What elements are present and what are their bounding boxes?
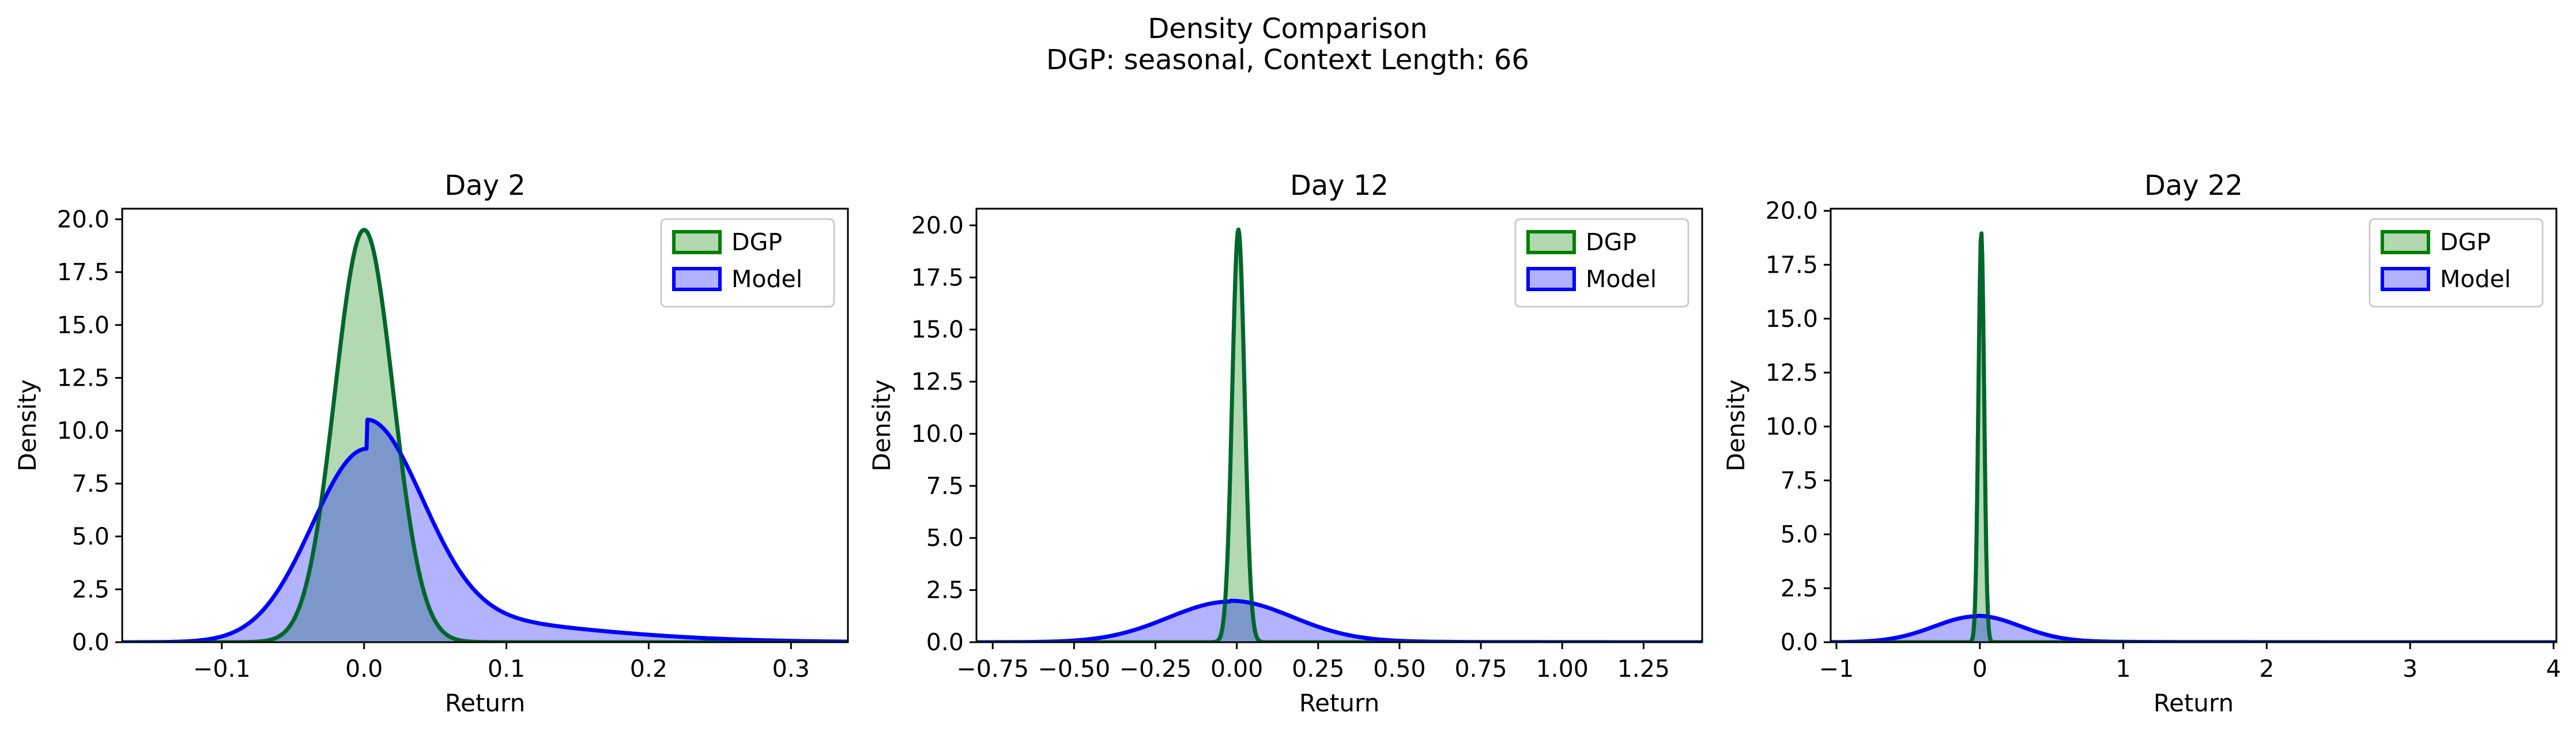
x-tick-label: 0.2 <box>630 655 667 683</box>
y-tick-label: 2.5 <box>926 576 964 604</box>
x-tick-label: 2 <box>2259 655 2274 683</box>
y-tick-label: 5.0 <box>926 524 964 552</box>
x-tick-label: 0.50 <box>1373 655 1425 683</box>
y-tick-label: 2.5 <box>1781 574 1818 602</box>
x-tick-label: −0.75 <box>956 655 1029 683</box>
x-axis-label: Return <box>445 689 525 717</box>
y-tick-label: 15.0 <box>57 311 110 339</box>
legend-swatch-model <box>1526 267 1576 291</box>
legend-swatch-model <box>2381 267 2430 291</box>
legend-swatch-dgp <box>2381 230 2430 254</box>
y-tick-label: 12.5 <box>57 364 110 391</box>
y-tick-label: 5.0 <box>72 523 110 551</box>
y-tick-label: 17.5 <box>1766 251 1818 278</box>
y-tick-label: 10.0 <box>1766 413 1818 440</box>
x-axis-label: Return <box>1299 689 1379 717</box>
panel-title: Day 2 <box>444 169 526 202</box>
density-fill-model <box>976 601 1702 642</box>
x-axis-label: Return <box>2153 689 2234 717</box>
y-tick-label: 0.0 <box>926 628 964 656</box>
x-tick-label: 0.0 <box>345 655 383 683</box>
y-tick-label: 10.0 <box>911 420 964 447</box>
y-tick-label: 20.0 <box>57 205 110 233</box>
legend-label-model: Model <box>2440 265 2511 293</box>
x-tick-label: 1.25 <box>1617 655 1670 683</box>
y-tick-label: 10.0 <box>57 417 110 444</box>
legend: DGP Model <box>660 218 835 308</box>
chart-panel-3: −1 0 1 2 3 4 0.0 2.5 5.0 7.5 10.0 12.5 15.0 17.5 20.0 D… <box>1722 169 2561 717</box>
panel-title: Day 12 <box>1290 169 1389 202</box>
x-tick-label: 0.3 <box>772 655 810 683</box>
chart-panel-1: −0.1 0.0 0.1 0.2 0.3 0.0 2.5 5.0 7.5 10.0 12.5 15.0… <box>13 169 849 717</box>
x-tick-label: −0.1 <box>193 655 251 683</box>
x-tick-label: −0.25 <box>1119 655 1192 683</box>
x-tick-label: 0.1 <box>488 655 525 683</box>
x-tick-label: 0 <box>1972 655 1987 683</box>
y-tick-label: 17.5 <box>57 258 110 286</box>
y-tick-label: 2.5 <box>72 575 110 603</box>
y-tick-label: 0.0 <box>1781 628 1818 656</box>
x-tick-label: 3 <box>2402 655 2417 683</box>
axes-frame <box>975 208 1703 643</box>
y-tick-label: 15.0 <box>911 316 964 344</box>
legend-swatch-model <box>672 267 722 291</box>
y-tick-label: 0.0 <box>72 628 110 656</box>
legend-label-dgp: DGP <box>731 228 782 256</box>
x-tick-label: −1 <box>1819 655 1854 683</box>
x-tick-label: 0.75 <box>1454 655 1507 683</box>
legend: DGP Model <box>1514 218 1689 308</box>
y-tick-label: 17.5 <box>911 263 964 291</box>
y-tick-label: 5.0 <box>1781 521 1818 548</box>
legend-swatch-dgp <box>672 230 722 254</box>
x-tick-label: 4 <box>2546 655 2561 683</box>
legend-label-model: Model <box>731 265 802 293</box>
axes-frame <box>121 208 849 643</box>
density-line-model <box>122 417 848 642</box>
y-tick-label: 7.5 <box>72 470 110 497</box>
density-fill-model <box>1831 616 2556 642</box>
legend-label-dgp: DGP <box>1586 228 1636 256</box>
chart-panel-2: −0.75 −0.50 −0.25 0.00 0.25 0.50 0.75 1.00 1.25 0… <box>868 169 1703 717</box>
legend-label-model: Model <box>1586 265 1657 293</box>
y-tick-label: 20.0 <box>911 212 964 239</box>
y-tick-label: 12.5 <box>911 368 964 395</box>
y-axis-label: Density <box>1722 379 1750 472</box>
figure-subtitle: DGP: seasonal, Context Length: 66 <box>1046 44 1529 76</box>
y-tick-label: 12.5 <box>1766 359 1818 386</box>
y-axis-label: Density <box>868 379 896 472</box>
y-tick-label: 7.5 <box>926 472 964 500</box>
y-tick-label: 7.5 <box>1781 466 1818 494</box>
axes-frame <box>1830 208 2558 643</box>
x-tick-label: 1.00 <box>1536 655 1589 683</box>
y-tick-label: 20.0 <box>1766 197 1818 225</box>
figure-title: Density Comparison <box>1148 13 1427 45</box>
legend-swatch-dgp <box>1526 230 1576 254</box>
y-axis-label: Density <box>13 379 42 472</box>
panel-title: Day 22 <box>2144 169 2243 202</box>
x-tick-label: −0.50 <box>1038 655 1111 683</box>
y-tick-label: 15.0 <box>1766 305 1818 333</box>
legend: DGP Model <box>2368 218 2544 308</box>
x-tick-label: 1 <box>2116 655 2131 683</box>
x-tick-label: 0.00 <box>1210 655 1263 683</box>
legend-label-dgp: DGP <box>2440 228 2491 256</box>
x-tick-label: 0.25 <box>1292 655 1344 683</box>
